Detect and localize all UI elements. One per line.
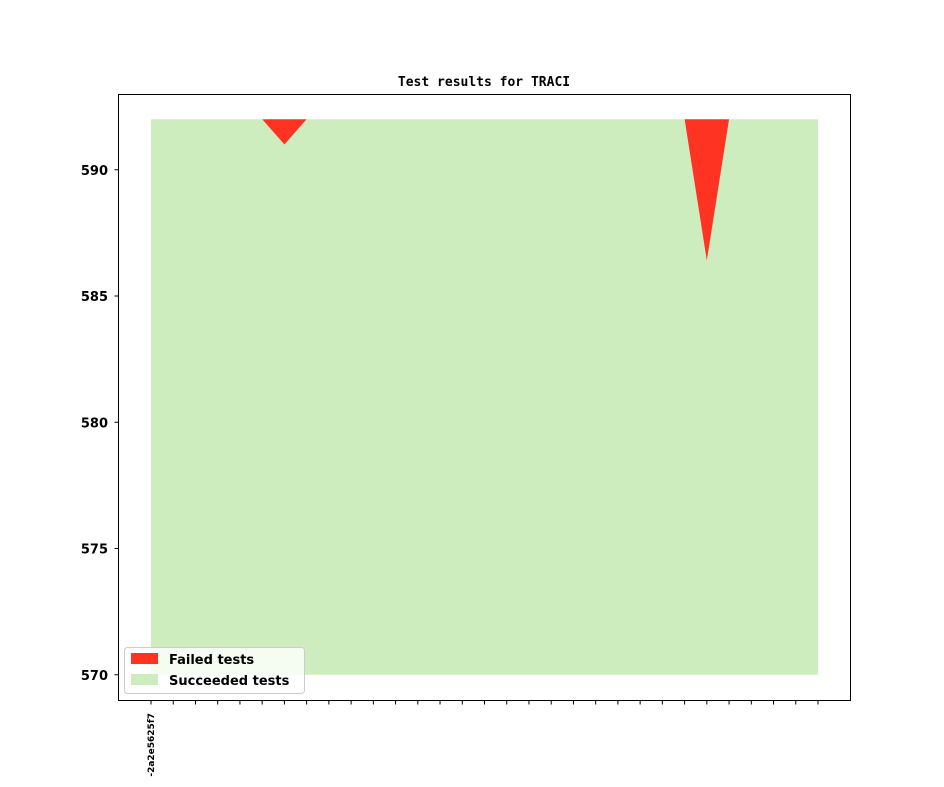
chart-title: Test results for TRACI [398,75,570,90]
legend-label-succeeded: Succeeded tests [169,674,290,689]
y-tick-label: 590 [81,164,108,179]
series-area-succeeded-tests [151,119,818,675]
legend: Failed tests Succeeded tests [124,647,305,694]
legend-swatch-failed [131,653,158,664]
y-tick-label: 575 [81,543,108,558]
legend-box [124,647,305,694]
x-tick-label: -2a2e5625f7 [147,713,157,777]
y-tick-label: 580 [81,416,108,431]
axis-layer: 570 575 580 585 590 -2a2e5625f7 [81,164,819,777]
legend-swatch-succeeded [131,674,158,685]
legend-label-failed: Failed tests [169,653,254,668]
y-tick-label: 585 [81,290,108,305]
y-tick-label: 570 [81,669,108,684]
series-layer [151,119,818,675]
